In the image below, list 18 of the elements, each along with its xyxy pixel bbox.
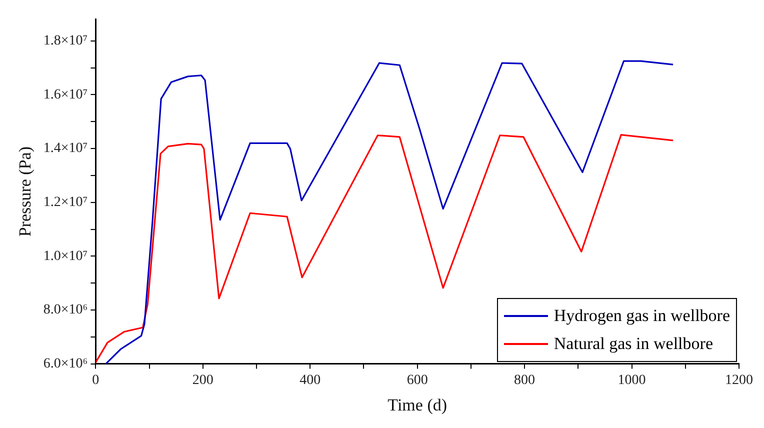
x-tick-label: 800 <box>514 372 536 388</box>
y-tick-label: 6.0×10⁶ <box>43 356 88 372</box>
x-tick-label: 1000 <box>618 372 646 388</box>
y-tick-label: 1.0×10⁷ <box>43 248 88 264</box>
y-axis-title: Pressure (Pa) <box>16 146 35 237</box>
x-tick-label: 200 <box>192 372 214 388</box>
y-tick-label: 8.0×10⁶ <box>43 302 88 318</box>
x-tick-label: 1200 <box>725 372 753 388</box>
y-tick-label: 1.8×10⁷ <box>43 34 88 49</box>
y-tick-label: 1.6×10⁷ <box>43 87 88 102</box>
x-tick-label: 600 <box>406 372 428 388</box>
y-tick-label: 1.2×10⁷ <box>43 195 88 210</box>
x-tick-label: 0 <box>92 372 100 388</box>
x-axis-title: Time (d) <box>388 395 448 414</box>
legend-label: Hydrogen gas in wellbore <box>554 304 730 327</box>
legend-label: Natural gas in wellbore <box>554 332 713 355</box>
x-tick-label: 400 <box>300 372 321 388</box>
y-tick-label: 1.4×10⁷ <box>43 141 88 156</box>
